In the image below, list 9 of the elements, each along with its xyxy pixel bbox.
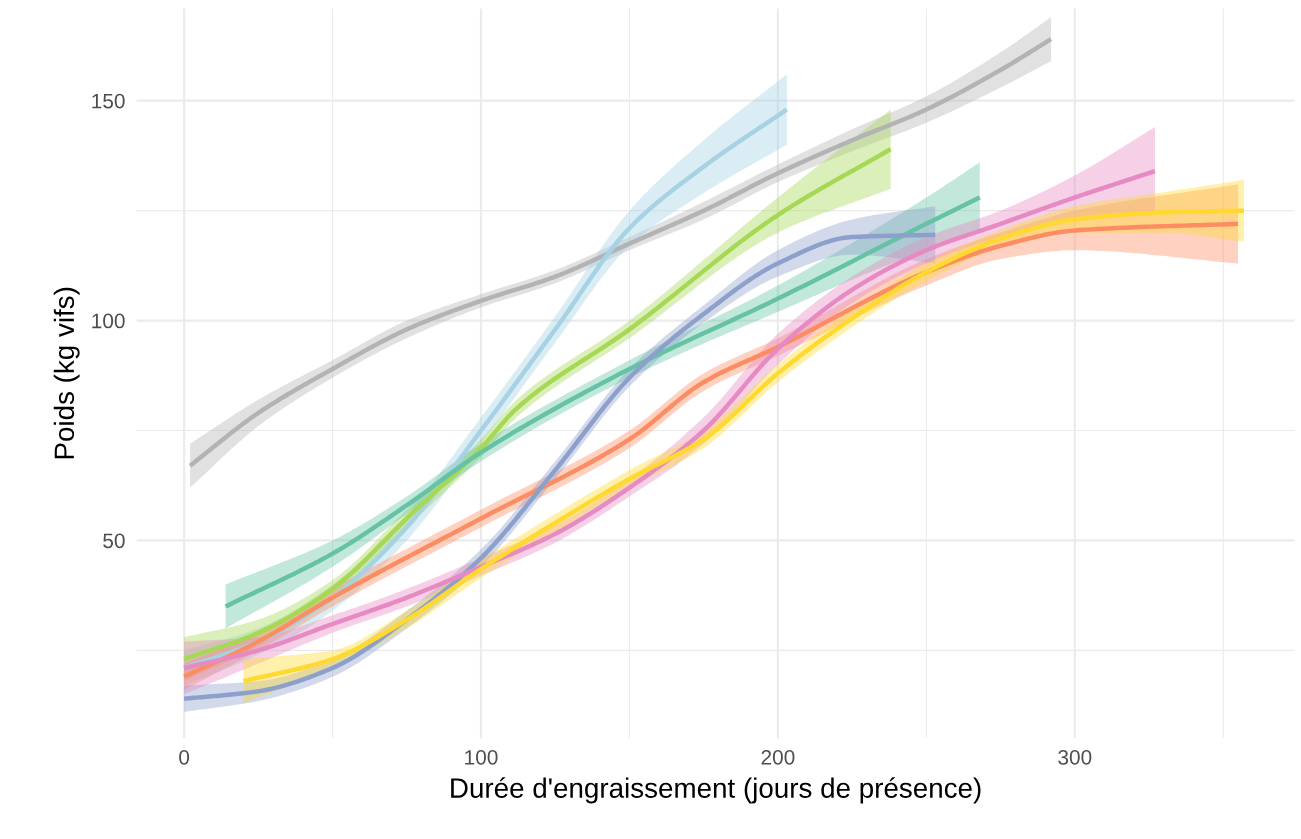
x-tick-label: 200 bbox=[761, 749, 795, 765]
y-tick-label: 100 bbox=[92, 313, 125, 329]
x-tick-label: 0 bbox=[179, 749, 190, 765]
x-tick-label: 100 bbox=[465, 749, 498, 765]
x-axis-title: Durée d'engraissement (jours de présence) bbox=[451, 777, 981, 804]
y-tick-label: 50 bbox=[103, 533, 125, 549]
y-axis-title: Poids (kg vifs) bbox=[53, 287, 80, 459]
y-tick-label: 150 bbox=[92, 93, 125, 109]
x-tick-label: 300 bbox=[1058, 749, 1092, 765]
